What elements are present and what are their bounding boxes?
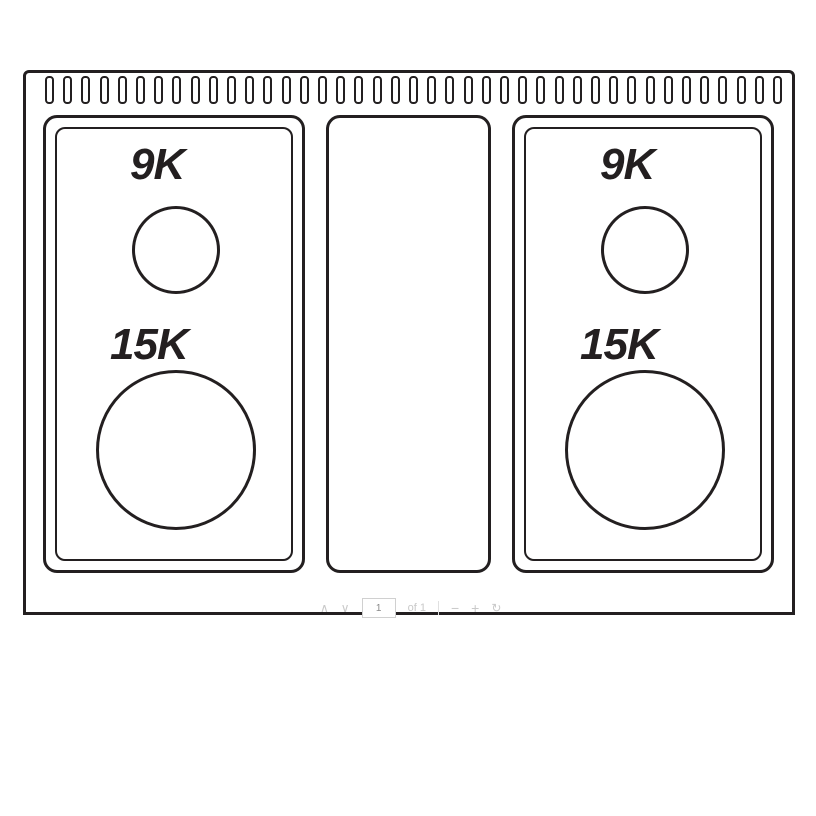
vent-slot [391, 76, 400, 104]
vent-slot [682, 76, 691, 104]
vent-slot [482, 76, 491, 104]
vent-slot [718, 76, 727, 104]
page-number-input[interactable] [362, 598, 396, 618]
vent-slot [518, 76, 527, 104]
vent-slot [573, 76, 582, 104]
burner-right-large [565, 370, 725, 530]
vent-slot [773, 76, 782, 104]
vent-slot [154, 76, 163, 104]
vent-slot [318, 76, 327, 104]
vent-slot [100, 76, 109, 104]
vent-slot [282, 76, 291, 104]
vent-slot [209, 76, 218, 104]
vent-slot [627, 76, 636, 104]
vent-slot [646, 76, 655, 104]
vent-slot [373, 76, 382, 104]
pdf-toolbar: ∧ ∨ of 1 − + ↻ [320, 598, 501, 618]
label-left-small: 9K [130, 140, 184, 190]
zoom-out-icon[interactable]: − [451, 601, 459, 615]
vent-slot [700, 76, 709, 104]
vent-slot [737, 76, 746, 104]
vent-slot [354, 76, 363, 104]
vent-slot [336, 76, 345, 104]
vent-slot [445, 76, 454, 104]
vent-slot [245, 76, 254, 104]
vent-slot [609, 76, 618, 104]
vent-slot [536, 76, 545, 104]
vent-slot [427, 76, 436, 104]
toolbar-separator [438, 601, 439, 615]
vent-slot [45, 76, 54, 104]
vent-slot [81, 76, 90, 104]
burner-left-large [96, 370, 256, 530]
vent-slot [227, 76, 236, 104]
vent-slot [172, 76, 181, 104]
vent-slot [555, 76, 564, 104]
vent-slot [464, 76, 473, 104]
vent-slot [409, 76, 418, 104]
center-panel [326, 115, 491, 573]
vent-slot [591, 76, 600, 104]
vent-slot [755, 76, 764, 104]
zoom-in-icon[interactable]: + [471, 601, 479, 615]
vent-slot [500, 76, 509, 104]
vent-slot [191, 76, 200, 104]
next-page-icon[interactable]: ∨ [341, 602, 350, 614]
page-of-label: of 1 [408, 602, 426, 614]
vent-slot [300, 76, 309, 104]
rotate-icon[interactable]: ↻ [491, 602, 501, 614]
vent-slot [263, 76, 272, 104]
burner-right-small [601, 206, 689, 294]
vent-slot [118, 76, 127, 104]
burner-left-small [132, 206, 220, 294]
cooktop-diagram: 9K 15K 9K 15K ∧ ∨ of 1 − + ↻ [0, 0, 816, 816]
vent-slot [63, 76, 72, 104]
label-left-large: 15K [110, 320, 188, 370]
label-right-small: 9K [600, 140, 654, 190]
vent-slot [136, 76, 145, 104]
label-right-large: 15K [580, 320, 658, 370]
vent-slot [664, 76, 673, 104]
prev-page-icon[interactable]: ∧ [320, 602, 329, 614]
